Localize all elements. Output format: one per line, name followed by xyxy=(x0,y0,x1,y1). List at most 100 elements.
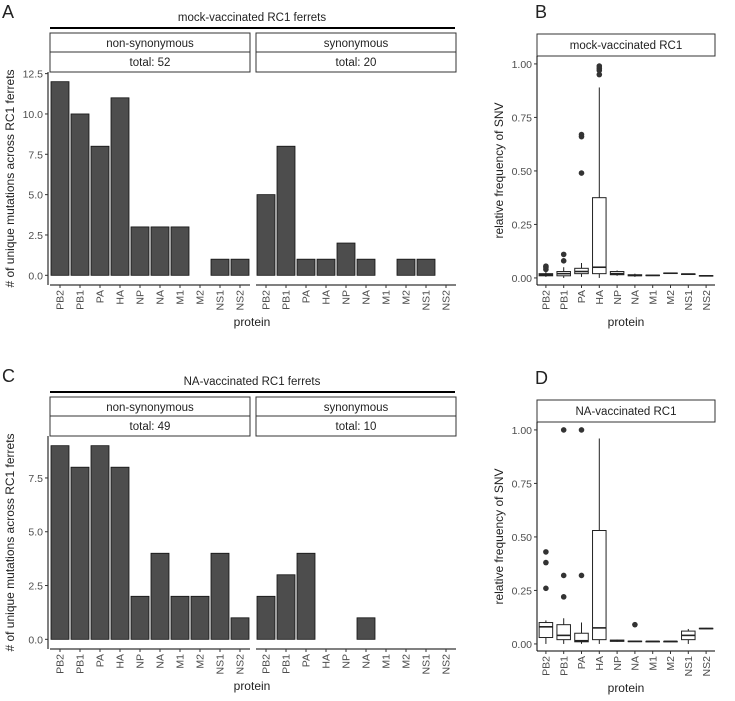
x-tick-label: M1 xyxy=(175,654,187,669)
y-tick-label: 0.50 xyxy=(512,166,533,178)
bar xyxy=(50,81,70,276)
facet-subtitle: total: 49 xyxy=(130,421,171,433)
x-tick-label: M1 xyxy=(647,656,659,671)
facet-subtitle: total: 10 xyxy=(336,421,377,433)
x-tick-label: M1 xyxy=(647,290,659,305)
y-tick-label: 2.5 xyxy=(28,581,43,593)
outlier xyxy=(578,427,585,433)
x-axis-title: protein xyxy=(234,679,271,693)
y-tick-label: 0.0 xyxy=(28,270,43,282)
x-tick-label: NP xyxy=(135,290,147,305)
y-axis-title: # of unique mutations across RC1 ferrets xyxy=(3,69,17,287)
bar xyxy=(416,258,436,276)
strip xyxy=(536,33,716,57)
outlier xyxy=(543,263,549,269)
y-tick-label: 0.00 xyxy=(512,639,533,651)
y-tick-label: 2.5 xyxy=(28,230,43,242)
x-tick-label: PB1 xyxy=(558,656,570,676)
bar xyxy=(296,552,316,640)
bar xyxy=(256,194,276,276)
x-tick-label: HA xyxy=(321,290,333,305)
panel-letter: A xyxy=(2,2,14,22)
x-tick-label: M2 xyxy=(401,654,413,669)
x-tick-label: NS1 xyxy=(421,654,433,675)
strip xyxy=(536,399,716,423)
x-tick-label: M2 xyxy=(195,290,207,305)
x-tick-label: HA xyxy=(115,654,127,669)
x-tick-label: NS2 xyxy=(701,290,713,311)
x-tick-label: PB2 xyxy=(261,290,273,310)
y-tick-label: 0.25 xyxy=(512,219,533,231)
strip xyxy=(49,415,251,437)
outlier xyxy=(596,71,603,78)
facet-name: synonymous xyxy=(324,402,389,414)
outlier xyxy=(560,572,567,579)
x-tick-label: NP xyxy=(341,290,353,305)
x-axis-title: protein xyxy=(608,681,645,695)
strip xyxy=(255,51,457,73)
x-tick-label: M1 xyxy=(381,290,393,305)
outlier xyxy=(543,559,549,566)
outlier xyxy=(632,621,638,628)
x-tick-label: M2 xyxy=(401,290,413,305)
y-tick-label: 0.00 xyxy=(512,273,533,285)
x-tick-label: M2 xyxy=(195,654,207,669)
bar xyxy=(150,552,170,640)
y-tick-label: 0.0 xyxy=(28,634,43,646)
x-tick-label: PB1 xyxy=(75,290,87,310)
outlier xyxy=(560,251,567,258)
x-tick-label: PB2 xyxy=(55,654,67,674)
bar xyxy=(110,466,130,640)
bar xyxy=(316,258,336,276)
x-tick-label: NS2 xyxy=(701,656,713,677)
outlier xyxy=(543,585,549,592)
x-tick-label: PB1 xyxy=(75,654,87,674)
bar xyxy=(396,258,416,276)
x-tick-label: PA xyxy=(301,654,313,667)
y-tick-label: 1.00 xyxy=(512,59,533,71)
x-tick-label: PB1 xyxy=(281,654,293,674)
x-tick-label: M2 xyxy=(665,656,677,671)
strip xyxy=(255,415,457,437)
x-tick-label: PB2 xyxy=(55,290,67,310)
x-tick-label: M1 xyxy=(381,654,393,669)
y-tick-label: 0.75 xyxy=(512,112,533,124)
x-tick-label: NS2 xyxy=(235,654,247,675)
bar xyxy=(90,445,110,640)
chart-title: mock-vaccinated RC1 ferrets xyxy=(178,12,327,24)
bar xyxy=(170,595,190,640)
facet-name: synonymous xyxy=(324,38,389,50)
bar xyxy=(90,145,110,276)
y-tick-label: 0.75 xyxy=(512,478,533,490)
x-tick-label: NS2 xyxy=(235,290,247,311)
bar xyxy=(130,595,150,640)
box xyxy=(574,632,589,643)
panel-letter: C xyxy=(2,366,15,386)
y-axis-title: relative frequency of SNV xyxy=(492,102,506,238)
x-tick-label: M1 xyxy=(175,290,187,305)
bar xyxy=(70,113,90,276)
bar xyxy=(190,595,210,640)
bar xyxy=(356,617,376,640)
x-tick-label: HA xyxy=(115,290,127,305)
x-tick-label: NS1 xyxy=(215,290,227,311)
bar xyxy=(170,226,190,276)
outlier xyxy=(578,131,585,138)
x-tick-label: HA xyxy=(594,290,606,305)
x-tick-label: NS1 xyxy=(215,654,227,675)
x-tick-label: PB2 xyxy=(541,290,553,310)
bar xyxy=(256,595,276,640)
bar xyxy=(296,258,316,276)
facet-name: non-synonymous xyxy=(106,38,194,50)
box xyxy=(538,622,554,639)
y-tick-label: 7.5 xyxy=(28,149,43,161)
y-tick-label: 0.50 xyxy=(512,532,533,544)
bar xyxy=(130,226,150,276)
x-tick-label: PB2 xyxy=(541,656,553,676)
x-tick-label: PA xyxy=(95,290,107,303)
x-tick-label: PB2 xyxy=(261,654,273,674)
outlier xyxy=(560,427,567,433)
x-tick-label: NS2 xyxy=(441,290,453,311)
